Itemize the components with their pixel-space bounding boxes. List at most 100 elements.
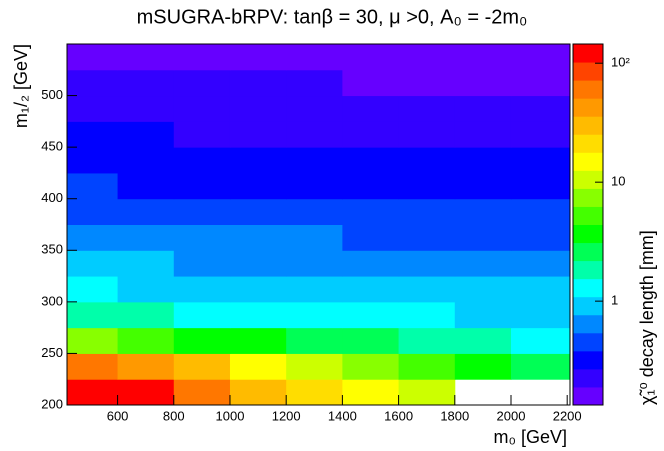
x-tick-label: 1800 (440, 408, 469, 423)
heatmap-cell (342, 224, 400, 251)
y-tick-label: 450 (41, 139, 63, 154)
heatmap-cell (229, 224, 287, 251)
colorbar-band (573, 368, 603, 388)
heatmap-cell (117, 224, 175, 251)
heatmap-cell (173, 250, 231, 277)
heatmap-cell (173, 353, 231, 380)
heatmap-cell (286, 353, 343, 380)
heatmap-cell (229, 250, 287, 277)
heatmap-cell (117, 250, 175, 277)
heatmap-cell (286, 172, 343, 200)
heatmap-cell (117, 379, 175, 406)
heatmap-cell (173, 95, 231, 122)
heatmap-cell (117, 44, 175, 71)
colorbar-band (573, 80, 603, 99)
x-tick-label: 2200 (553, 408, 582, 423)
heatmap-cell (173, 301, 231, 329)
heatmap-cell (342, 69, 400, 97)
heatmap-cell (286, 121, 343, 148)
heatmap-cell (67, 147, 119, 174)
heatmap-cell (342, 198, 400, 225)
heatmap-cell (398, 250, 456, 277)
heatmap-cell (342, 172, 400, 200)
heatmap-cell (173, 379, 231, 406)
heatmap-cell (229, 69, 287, 97)
heatmap-cell (510, 172, 571, 200)
heatmap-cell (173, 276, 231, 303)
heatmap-cell (454, 353, 512, 380)
heatmap-cell (342, 276, 400, 303)
heatmap-cell (454, 250, 512, 277)
x-tick-label: 1600 (384, 408, 413, 423)
heatmap-cell (398, 327, 456, 354)
heatmap-cell (454, 327, 512, 354)
heatmap-cell (173, 69, 231, 97)
z-axis-label: χ̃₁⁰ decay length [mm] (637, 230, 657, 405)
heatmap-cell (398, 44, 456, 71)
heatmap-cell (173, 198, 231, 225)
colorbar-band (573, 98, 603, 117)
heatmap-cell (454, 198, 512, 225)
heatmap-cell (342, 250, 400, 277)
heatmap-cell (454, 172, 512, 200)
heatmap-cell (67, 198, 119, 225)
heatmap-cell (286, 379, 343, 406)
heatmap-cell (229, 327, 287, 354)
heatmap-cell (398, 301, 456, 329)
heatmap-cell (67, 276, 119, 303)
heatmap-cell (117, 121, 175, 148)
heatmap-cell (398, 95, 456, 122)
colorbar-band (573, 332, 603, 352)
colorbar-frame (572, 43, 604, 406)
heatmap-cell (229, 147, 287, 174)
heatmap-cell (173, 224, 231, 251)
heatmap-cell (67, 327, 119, 354)
heatmap-cell (510, 69, 571, 97)
heatmap-cell (510, 95, 571, 122)
heatmap-cell (454, 121, 512, 148)
heatmap-cell (398, 353, 456, 380)
heatmap-cell (117, 172, 175, 200)
heatmap-cell (173, 147, 231, 174)
colorbar-band (573, 296, 603, 316)
heatmap-cell (67, 69, 119, 97)
heatmap-cell (286, 44, 343, 71)
colorbar-band (573, 350, 603, 370)
heatmap-cell (117, 301, 175, 329)
heatmap-cell (286, 250, 343, 277)
colorbar-band (573, 62, 603, 81)
y-tick-label: 350 (41, 242, 63, 257)
x-tick-label: 800 (163, 408, 185, 423)
colorbar-band (573, 188, 603, 207)
colorbar-band (573, 278, 603, 298)
heatmap-cell (67, 301, 119, 329)
heatmap-cell (342, 147, 400, 174)
heatmap-cell (229, 121, 287, 148)
heatmap-cell (454, 301, 512, 329)
colorbar-band (573, 242, 603, 262)
z-tick-label: 10² (611, 55, 630, 70)
heatmap-cell (398, 121, 456, 148)
heatmap-cell (510, 250, 571, 277)
z-tick-label: 1 (611, 293, 618, 308)
chart-title: mSUGRA-bRPV: tanβ = 30, μ >0, A₀ = -2m₀ (137, 6, 528, 28)
heatmap-cell (229, 379, 287, 406)
heatmap-cell (117, 327, 175, 354)
x-tick-label: 600 (107, 408, 129, 423)
heatmap-cell (510, 121, 571, 148)
heatmap-cell (342, 301, 400, 329)
colorbar-band (573, 224, 603, 244)
colorbar-band (573, 314, 603, 334)
heatmap-cell (117, 95, 175, 122)
heatmap-cell (342, 95, 400, 122)
heatmap-cell (67, 224, 119, 251)
heatmap-cell (454, 69, 512, 97)
heatmap-cell (229, 44, 287, 71)
heatmap-cell (398, 198, 456, 225)
heatmap-cell (454, 224, 512, 251)
heatmap-cell (454, 147, 512, 174)
heatmap-cell (454, 95, 512, 122)
heatmap-cell (67, 353, 119, 380)
